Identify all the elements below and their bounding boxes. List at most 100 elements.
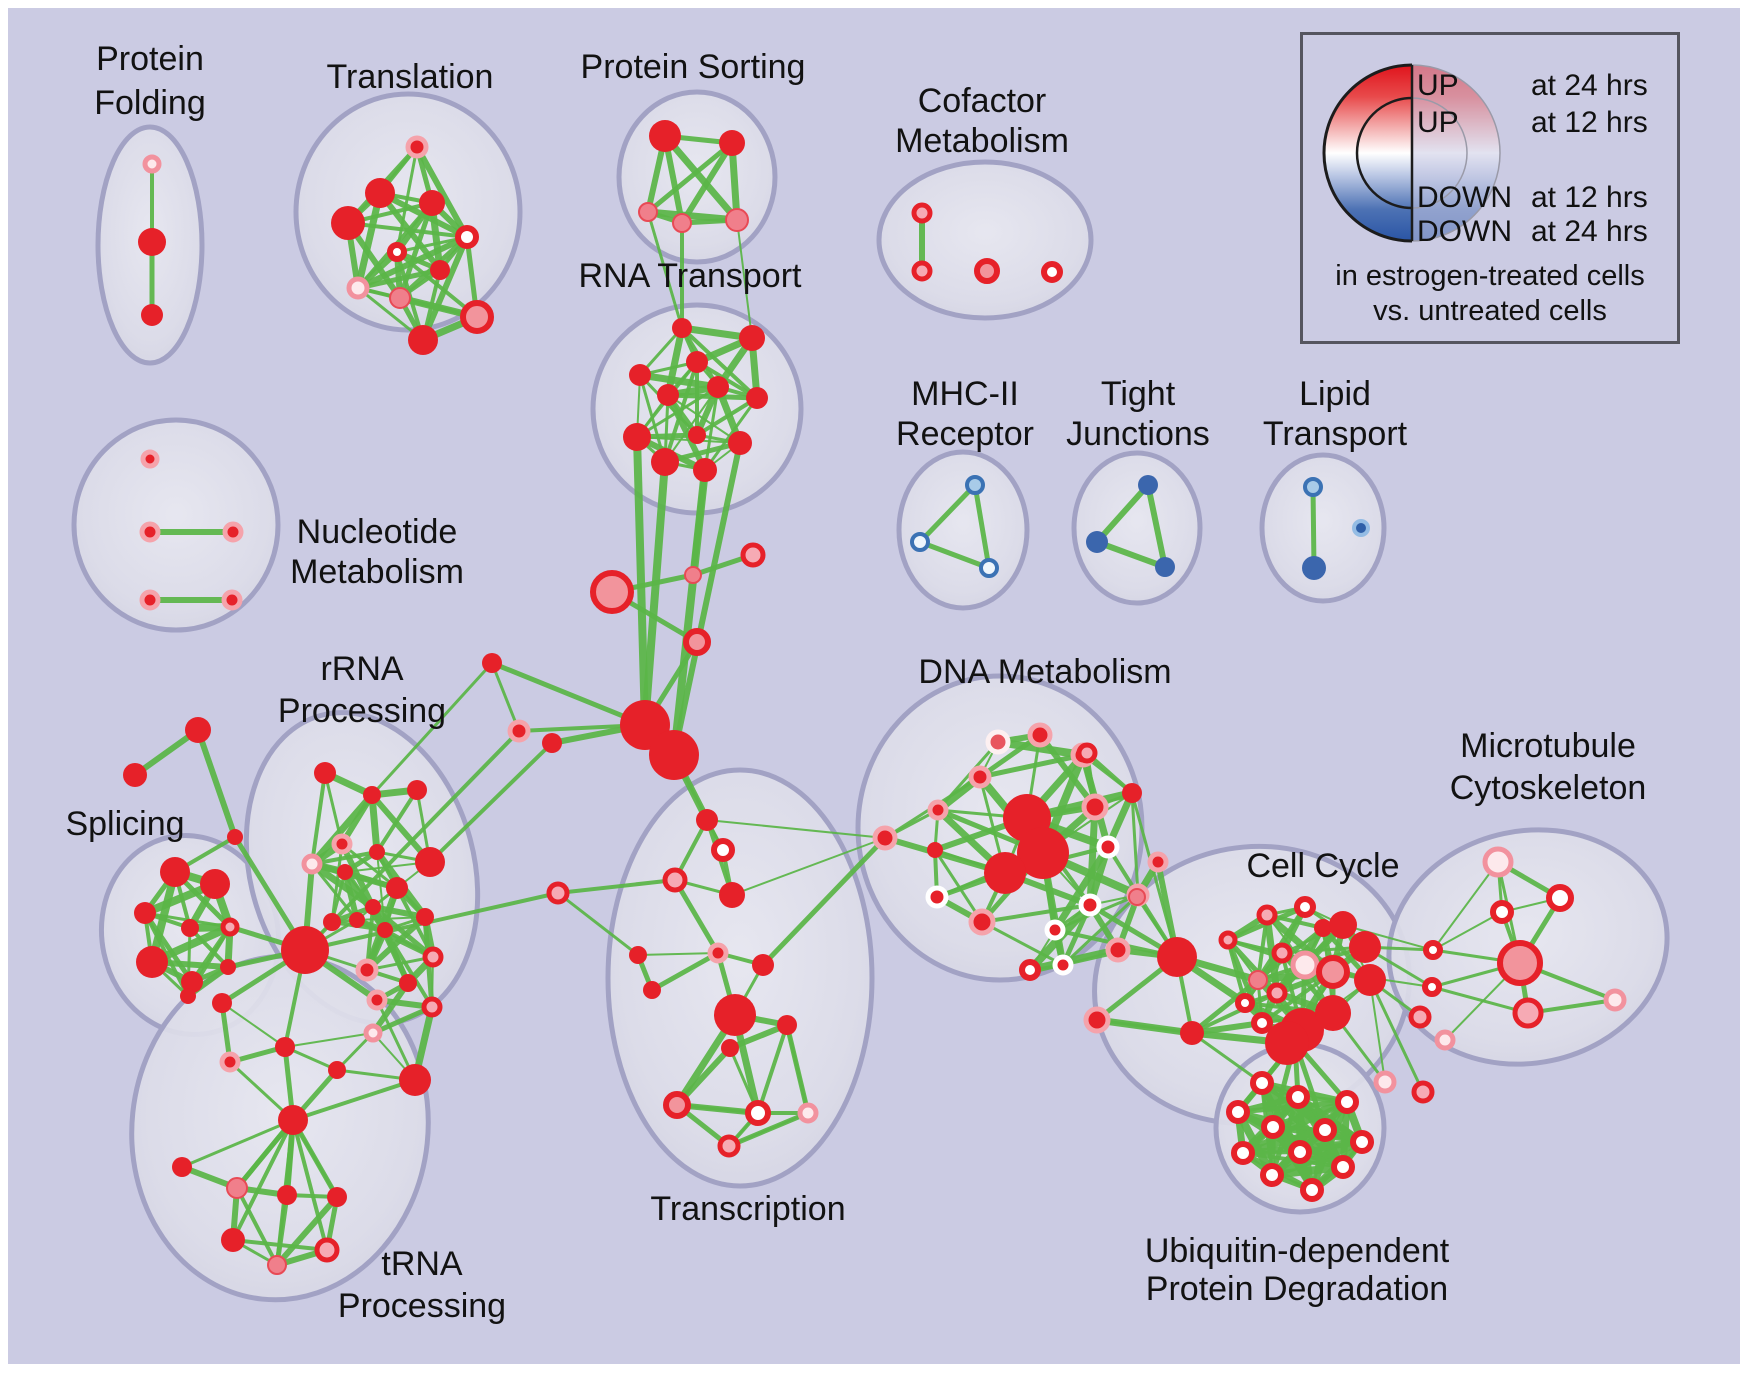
node-transcription[interactable]	[629, 946, 647, 964]
node-trna-processing[interactable]	[327, 1187, 347, 1207]
node-splicing[interactable]	[181, 971, 203, 993]
node-connectors[interactable]	[740, 542, 766, 568]
node-splicing[interactable]	[220, 959, 236, 975]
node-rrna-processing[interactable]	[212, 993, 232, 1013]
node-cell-cycle[interactable]	[1315, 995, 1351, 1031]
node-connectors[interactable]	[872, 825, 898, 851]
node-cell-cycle[interactable]	[1128, 888, 1146, 906]
node-rrna-processing[interactable]	[366, 989, 388, 1011]
node-transcription[interactable]	[643, 981, 661, 999]
node-connectors[interactable]	[649, 730, 699, 780]
node-connectors[interactable]	[1373, 1070, 1397, 1094]
node-tight-junctions[interactable]	[1155, 557, 1175, 577]
node-rrna-processing[interactable]	[399, 974, 417, 992]
node-rrna-processing[interactable]	[331, 833, 353, 855]
node-dna-metabolism[interactable]	[1052, 954, 1074, 976]
node-splicing[interactable]	[136, 946, 168, 978]
node-translation[interactable]	[405, 135, 429, 159]
node-cell-cycle[interactable]	[1076, 742, 1098, 764]
node-nucleotide-metabolism[interactable]	[140, 449, 160, 469]
node-microtubule-cytoskeleton[interactable]	[1422, 977, 1442, 997]
node-translation[interactable]	[387, 242, 407, 262]
node-cell-cycle[interactable]	[1083, 1006, 1111, 1034]
node-dna-metabolism[interactable]	[1019, 959, 1041, 981]
node-translation[interactable]	[455, 225, 479, 249]
node-cofactor-metabolism[interactable]	[911, 260, 933, 282]
node-splicing[interactable]	[134, 902, 156, 924]
node-rrna-processing[interactable]	[363, 786, 381, 804]
node-trna-processing[interactable]	[221, 1228, 245, 1252]
node-dna-metabolism[interactable]	[1081, 793, 1109, 821]
node-nucleotide-metabolism[interactable]	[222, 521, 244, 543]
node-translation[interactable]	[408, 325, 438, 355]
node-rrna-processing[interactable]	[301, 853, 323, 875]
node-ubiquitin-degradation[interactable]	[1260, 1163, 1284, 1187]
node-translation[interactable]	[460, 300, 494, 334]
node-rrna-processing[interactable]	[355, 958, 379, 982]
node-rrna-processing[interactable]	[328, 1061, 346, 1079]
node-trna-processing[interactable]	[278, 1105, 308, 1135]
node-connectors[interactable]	[185, 717, 211, 743]
node-rrna-processing[interactable]	[219, 1051, 241, 1073]
node-ubiquitin-degradation[interactable]	[1286, 1085, 1310, 1109]
node-cell-cycle[interactable]	[1256, 904, 1278, 926]
node-connectors[interactable]	[683, 628, 711, 656]
node-lipid-transport[interactable]	[1303, 477, 1323, 497]
node-trna-processing[interactable]	[226, 1177, 248, 1199]
node-cell-cycle[interactable]	[1349, 931, 1381, 963]
node-transcription[interactable]	[752, 954, 774, 976]
node-microtubule-cytoskeleton[interactable]	[1497, 940, 1543, 986]
node-ubiquitin-degradation[interactable]	[1261, 1115, 1285, 1139]
node-rna-transport[interactable]	[657, 384, 679, 406]
node-mhc-ii-receptor[interactable]	[965, 475, 985, 495]
node-connectors[interactable]	[546, 881, 570, 905]
node-transcription[interactable]	[777, 1015, 797, 1035]
node-cell-cycle[interactable]	[1266, 982, 1288, 1004]
node-rrna-processing[interactable]	[407, 780, 427, 800]
node-trna-processing[interactable]	[277, 1185, 297, 1205]
node-cofactor-metabolism[interactable]	[1041, 261, 1063, 283]
node-dna-metabolism[interactable]	[968, 765, 992, 789]
node-rrna-processing[interactable]	[416, 908, 434, 926]
node-microtubule-cytoskeleton[interactable]	[1482, 846, 1514, 878]
node-cell-cycle[interactable]	[1329, 911, 1357, 939]
node-trna-processing[interactable]	[314, 1237, 340, 1263]
node-lipid-transport[interactable]	[1302, 556, 1326, 580]
node-transcription[interactable]	[719, 882, 745, 908]
node-cell-cycle[interactable]	[1314, 919, 1332, 937]
node-splicing[interactable]	[160, 857, 190, 887]
node-splicing[interactable]	[181, 919, 199, 937]
node-mhc-ii-receptor[interactable]	[910, 532, 930, 552]
node-transcription[interactable]	[745, 1100, 771, 1126]
node-transcription[interactable]	[797, 1102, 819, 1124]
node-ubiquitin-degradation[interactable]	[1250, 1071, 1274, 1095]
node-dna-metabolism[interactable]	[985, 729, 1011, 755]
node-dna-metabolism[interactable]	[927, 842, 943, 858]
node-rrna-processing[interactable]	[386, 877, 408, 899]
node-cell-cycle[interactable]	[1248, 970, 1268, 990]
node-cell-cycle[interactable]	[1218, 930, 1238, 950]
node-rrna-processing[interactable]	[275, 1037, 295, 1057]
node-microtubule-cytoskeleton[interactable]	[1512, 997, 1544, 1029]
node-dna-metabolism[interactable]	[968, 908, 996, 936]
node-dna-metabolism[interactable]	[1096, 835, 1120, 859]
node-ubiquitin-degradation[interactable]	[1331, 1155, 1355, 1179]
node-ubiquitin-degradation[interactable]	[1288, 1140, 1312, 1164]
node-dna-metabolism[interactable]	[1078, 893, 1102, 917]
node-nucleotide-metabolism[interactable]	[139, 521, 161, 543]
node-rna-transport[interactable]	[623, 423, 651, 451]
node-rrna-processing[interactable]	[363, 1023, 383, 1043]
node-trna-processing[interactable]	[267, 1255, 287, 1275]
node-ubiquitin-degradation[interactable]	[1313, 1118, 1337, 1142]
node-protein-sorting[interactable]	[638, 202, 658, 222]
node-cell-cycle[interactable]	[1157, 937, 1197, 977]
node-dna-metabolism[interactable]	[927, 799, 949, 821]
node-lipid-transport[interactable]	[1352, 519, 1370, 537]
node-protein-folding[interactable]	[138, 228, 166, 256]
node-connectors[interactable]	[684, 566, 702, 584]
node-connectors[interactable]	[123, 763, 147, 787]
node-rrna-processing[interactable]	[422, 946, 444, 968]
node-ubiquitin-degradation[interactable]	[1335, 1090, 1359, 1114]
node-connectors[interactable]	[227, 829, 243, 845]
node-dna-metabolism[interactable]	[1105, 937, 1131, 963]
